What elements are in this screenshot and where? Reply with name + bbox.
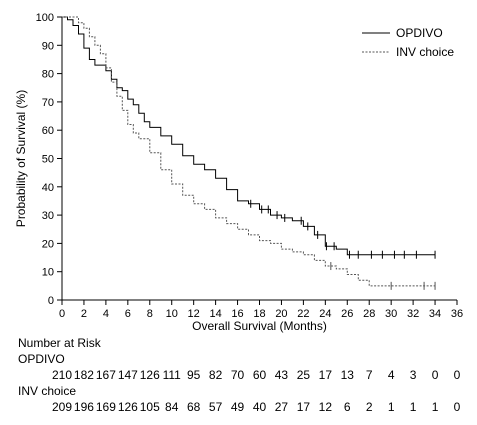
x-tick-label: 24	[319, 308, 331, 320]
inv-choice-curve	[62, 16, 436, 287]
x-tick-label: 2	[81, 308, 87, 320]
x-axis-title: Overall Survival (Months)	[192, 319, 327, 333]
risk-value: 60	[252, 368, 267, 382]
x-tick-label: 4	[103, 308, 109, 320]
risk-value: 40	[252, 400, 267, 414]
risk-value: 12	[318, 400, 333, 414]
risk-value: 6	[343, 400, 351, 414]
risk-value: 82	[208, 368, 223, 382]
risk-value: 1	[409, 400, 417, 414]
risk-value: 209	[51, 400, 73, 414]
x-tick-label: 10	[166, 308, 178, 320]
x-tick-label: 26	[341, 308, 353, 320]
risk-value: 13	[340, 368, 354, 382]
x-tick-label: 20	[275, 308, 287, 320]
x-tick-label: 14	[209, 308, 221, 320]
risk-value: 169	[95, 400, 116, 414]
risk-value: 17	[318, 368, 333, 382]
x-tick-label: 18	[253, 308, 265, 320]
x-tick-label: 0	[59, 308, 65, 320]
risk-value: 196	[73, 400, 94, 414]
risk-value: 126	[139, 368, 160, 382]
risk-value: 2	[365, 400, 373, 414]
risk-value: 105	[139, 400, 160, 414]
y-axis-title: Probability of Survival (%)	[14, 90, 28, 227]
x-tick-label: 22	[297, 308, 309, 320]
x-tick-label: 12	[188, 308, 200, 320]
y-tick-label: 70	[42, 97, 54, 109]
risk-value: 7	[365, 368, 373, 382]
risk-value: 17	[296, 400, 311, 414]
y-tick-label: 80	[42, 69, 54, 81]
risk-row-label-opdivo: OPDIVO	[18, 352, 65, 366]
y-tick-label: 100	[36, 12, 54, 24]
x-tick-label: 28	[363, 308, 375, 320]
y-tick-label: 0	[48, 295, 54, 307]
y-tick-label: 90	[42, 40, 54, 52]
risk-value: 0	[431, 368, 439, 382]
risk-value: 4	[387, 368, 395, 382]
risk-value: 70	[230, 368, 245, 382]
y-tick-label: 50	[42, 154, 54, 166]
x-tick-label: 6	[125, 308, 131, 320]
y-tick-label: 10	[42, 267, 54, 279]
y-tick-label: 60	[42, 125, 54, 137]
risk-value: 68	[186, 400, 201, 414]
risk-value: 182	[73, 368, 94, 382]
risk-value: 147	[117, 368, 138, 382]
x-tick-label: 16	[231, 308, 243, 320]
risk-value: 3	[409, 368, 417, 382]
risk-value: 84	[165, 400, 179, 414]
legend-label-inv-choice: INV choice	[396, 45, 454, 59]
risk-value: 111	[162, 368, 181, 382]
y-tick-label: 20	[42, 238, 54, 250]
risk-value: 0	[453, 400, 461, 414]
x-tick-label: 36	[451, 308, 463, 320]
x-tick-label: 8	[147, 308, 153, 320]
risk-value: 57	[208, 400, 223, 414]
opdivo-curve	[62, 16, 436, 256]
risk-value: 25	[296, 368, 311, 382]
risk-value: 1	[387, 400, 395, 414]
risk-table-title: Number at Risk	[18, 336, 101, 350]
y-tick-label: 30	[42, 210, 54, 222]
risk-value: 95	[186, 368, 201, 382]
y-tick-label: 40	[42, 182, 54, 194]
risk-value: 126	[117, 400, 138, 414]
risk-value: 0	[453, 368, 461, 382]
risk-value: 43	[274, 368, 289, 382]
risk-value: 1	[431, 400, 439, 414]
risk-value: 210	[51, 368, 73, 382]
legend-label-opdivo: OPDIVO	[396, 26, 443, 40]
x-tick-label: 30	[385, 308, 397, 320]
x-tick-label: 34	[429, 308, 441, 320]
risk-value: 27	[274, 400, 289, 414]
x-tick-label: 32	[407, 308, 419, 320]
risk-value: 49	[230, 400, 245, 414]
risk-row-label-inv-choice: INV choice	[18, 384, 77, 398]
risk-value: 167	[95, 368, 116, 382]
